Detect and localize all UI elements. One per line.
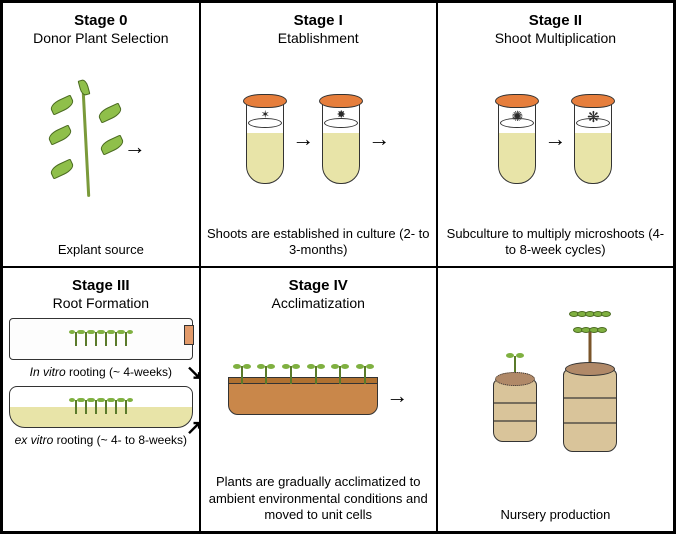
stage-3-subtitle: Root Formation <box>53 295 149 312</box>
culture-tube-icon: ❋ <box>574 94 612 184</box>
stage-4-caption: Plants are gradually acclimatized to amb… <box>207 474 430 523</box>
stage-4-header: Stage IV Acclimatization <box>272 276 365 312</box>
cell-stage-3: Stage III Root Formation In vitro rootin… <box>2 267 200 532</box>
stage-2-subtitle: Shoot Multiplication <box>495 30 616 47</box>
stage-1-graphic: ✶ → ✸ → <box>207 53 430 226</box>
stage-2-graphic: ✺ → ❋ <box>444 53 667 226</box>
micropropagation-diagram: Stage 0 Donor Plant Selection → Explant … <box>0 0 676 534</box>
nursery-graphic <box>444 308 667 507</box>
culture-tube-icon: ✸ <box>322 94 360 184</box>
cell-stage-0: Stage 0 Donor Plant Selection → Explant … <box>2 2 200 267</box>
stage-1-header: Stage I Etablishment <box>278 11 359 47</box>
arrow-icon: → <box>292 126 314 152</box>
exvitro-dish-icon <box>9 386 193 428</box>
stage-0-graphic: → <box>9 53 193 242</box>
cell-stage-2: Stage II Shoot Multiplication ✺ → ❋ Subc… <box>437 2 674 267</box>
culture-tube-icon: ✺ <box>498 94 536 184</box>
cell-stage-1: Stage I Etablishment ✶ → ✸ → Shoots are … <box>200 2 437 267</box>
donor-plant-icon <box>56 87 116 207</box>
invitro-box-icon <box>9 318 193 360</box>
arrow-icon: → <box>544 126 566 152</box>
exvitro-label: ex vitro rooting (~ 4- to 8-weeks) <box>9 434 193 448</box>
stage-0-subtitle: Donor Plant Selection <box>33 30 168 47</box>
arrow-icon: → <box>368 126 390 152</box>
stage-2-header: Stage II Shoot Multiplication <box>495 11 616 47</box>
stage-1-subtitle: Etablishment <box>278 30 359 47</box>
stage-0-title: Stage 0 <box>74 12 127 29</box>
tree-icon <box>570 312 610 362</box>
stage-0-caption: Explant source <box>58 242 144 258</box>
stage-4-title: Stage IV <box>289 277 348 294</box>
stage-1-caption: Shoots are established in culture (2- to… <box>207 226 430 259</box>
small-pot-icon <box>489 372 541 442</box>
stage-2-title: Stage II <box>529 12 582 29</box>
cell-stage-4: Stage IV Acclimatization → Plants are gr… <box>200 267 437 532</box>
stage-3-header: Stage III Root Formation <box>53 276 149 312</box>
stage-1-title: Stage I <box>294 12 343 29</box>
stage-4-subtitle: Acclimatization <box>272 295 365 312</box>
arrow-icon: → <box>124 134 146 160</box>
stage-2-caption: Subculture to multiply microshoots (4- t… <box>444 226 667 259</box>
seedling-tray-icon <box>228 377 378 415</box>
stage-0-header: Stage 0 Donor Plant Selection <box>33 11 168 47</box>
large-pot-icon <box>559 362 621 452</box>
cell-nursery: Nursery production <box>437 267 674 532</box>
invitro-label: In vitro rooting (~ 4-weeks) <box>9 366 193 380</box>
arrow-icon: → <box>386 383 408 409</box>
stage-3-title: Stage III <box>72 277 130 294</box>
nursery-caption: Nursery production <box>500 507 610 523</box>
stage-3-graphic: In vitro rooting (~ 4-weeks) ex vitro ro… <box>9 318 193 448</box>
culture-tube-icon: ✶ <box>246 94 284 184</box>
stage-4-graphic: → <box>207 318 430 474</box>
